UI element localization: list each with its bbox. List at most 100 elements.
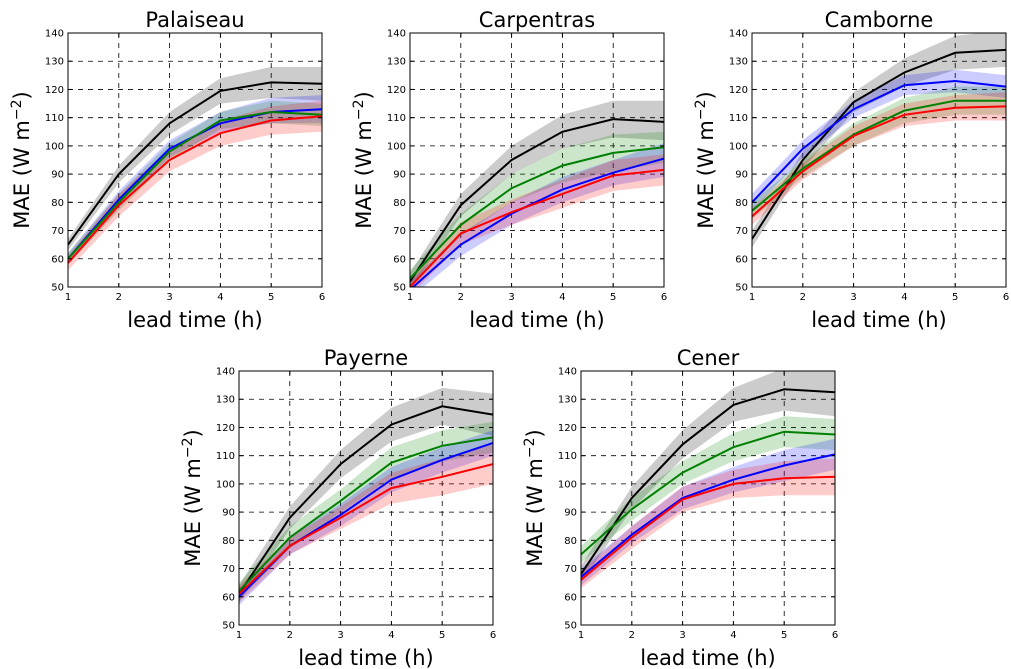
x-tick-label: 6 [661,292,667,303]
panel-0: 1 2 3 4 5 6 50 60 70 80 90 100 110 120 130 140 Palaiseau… [9,8,325,332]
y-tick-label: 140 [729,29,748,40]
y-tick-label: 130 [558,395,577,406]
x-tick-label: 1 [578,630,584,641]
y-tick-label: 60 [393,254,406,265]
x-tick-label: 1 [65,292,71,303]
x-tick-label: 3 [679,630,685,641]
x-tick-label: 1 [749,292,755,303]
series-band-3 [239,444,493,602]
x-tick-label: 3 [850,292,856,303]
x-tick-label: 6 [832,630,838,641]
x-tick-label: 5 [439,630,445,641]
x-tick-label: 4 [901,292,907,303]
y-tick-label: 90 [564,508,577,519]
plot-area [410,101,664,299]
x-axis-label: lead time (h) [127,308,262,332]
panel-3: 1 2 3 4 5 6 50 60 70 80 90 100 110 120 130 140 Payerne le… [180,346,496,669]
y-tick-label: 110 [387,113,406,124]
y-tick-label: 120 [216,423,235,434]
x-tick-label: 5 [781,630,787,641]
x-tick-label: 6 [490,630,496,641]
y-tick-label: 110 [45,113,64,124]
x-tick-label: 6 [1003,292,1009,303]
y-tick-label: 50 [735,283,748,294]
x-tick-label: 2 [800,292,806,303]
y-tick-label: 120 [729,85,748,96]
panel-4: 1 2 3 4 5 65060708090100110120130140Cenerlead… [522,346,838,669]
x-tick-label: 4 [559,292,565,303]
plot-area [68,67,322,270]
y-tick-label: 90 [222,508,235,519]
x-tick-label: 5 [268,292,274,303]
y-tick-label: 100 [45,141,64,152]
x-tick-label: 5 [952,292,958,303]
x-axis-label: lead time (h) [811,308,946,332]
y-tick-label: 110 [558,451,577,462]
x-tick-label: 2 [458,292,464,303]
y-tick-label: 100 [729,141,748,152]
x-tick-label: 4 [730,630,736,641]
x-tick-label: 2 [287,630,293,641]
y-tick-label: 60 [222,592,235,603]
y-axis-label: MAE (W m−2) [693,91,718,228]
plot-area [239,388,493,605]
panel-title: Cener [677,346,740,370]
y-tick-label: 90 [51,170,64,181]
y-tick-label: 120 [387,85,406,96]
y-tick-label: 80 [51,198,64,209]
x-tick-label: 1 [407,292,413,303]
y-tick-label: 70 [222,564,235,575]
y-tick-label: 130 [45,57,64,68]
x-axis-label: lead time (h) [640,646,775,669]
y-tick-label: 90 [393,170,406,181]
y-tick-label: 70 [51,226,64,237]
y-tick-label: 110 [216,451,235,462]
panel-1: 1 2 3 4 5 6 50 60 70 80 90 100 110 120 130 140 Carpentra… [351,8,667,332]
y-tick-label: 140 [387,29,406,40]
panel-title: Palaiseau [145,8,244,32]
x-tick-label: 4 [388,630,394,641]
y-tick-label: 120 [45,85,64,96]
x-tick-label: 2 [629,630,635,641]
y-tick-label: 60 [735,254,748,265]
y-tick-label: 110 [729,113,748,124]
y-tick-label: 100 [558,479,577,490]
plot-area [581,368,835,588]
y-tick-label: 70 [564,564,577,575]
y-axis-label: MAE (W m−2) [180,429,205,566]
y-tick-label: 80 [222,536,235,547]
y-tick-label: 80 [735,198,748,209]
x-tick-label: 3 [337,630,343,641]
y-tick-label: 140 [216,367,235,378]
y-tick-label: 100 [387,141,406,152]
x-tick-label: 4 [217,292,223,303]
panel-title: Carpentras [479,8,595,32]
y-tick-label: 80 [393,198,406,209]
y-tick-label: 70 [735,226,748,237]
x-axis-label: lead time (h) [298,646,433,669]
y-tick-label: 50 [222,621,235,632]
y-tick-label: 130 [387,57,406,68]
y-tick-label: 70 [393,226,406,237]
y-axis-label: MAE (W m−2) [351,91,376,228]
y-tick-label: 120 [558,423,577,434]
y-tick-label: 60 [564,592,577,603]
y-tick-label: 50 [51,283,64,294]
panel-2: 1 2 3 4 5 6 50 60 70 80 90 100 110 120 130 140 Camborne l… [693,8,1009,332]
plot-area [752,30,1006,247]
panel-title: Camborne [825,8,934,32]
x-axis-label: lead time (h) [469,308,604,332]
x-tick-label: 3 [166,292,172,303]
y-tick-label: 140 [558,367,577,378]
y-tick-label: 100 [216,479,235,490]
y-tick-label: 140 [45,29,64,40]
x-tick-label: 5 [610,292,616,303]
y-tick-label: 130 [216,395,235,406]
x-tick-label: 3 [508,292,514,303]
panel-title: Payerne [324,346,408,370]
x-tick-label: 6 [319,292,325,303]
y-tick-label: 130 [729,57,748,68]
y-tick-label: 60 [51,254,64,265]
x-tick-label: 1 [236,630,242,641]
